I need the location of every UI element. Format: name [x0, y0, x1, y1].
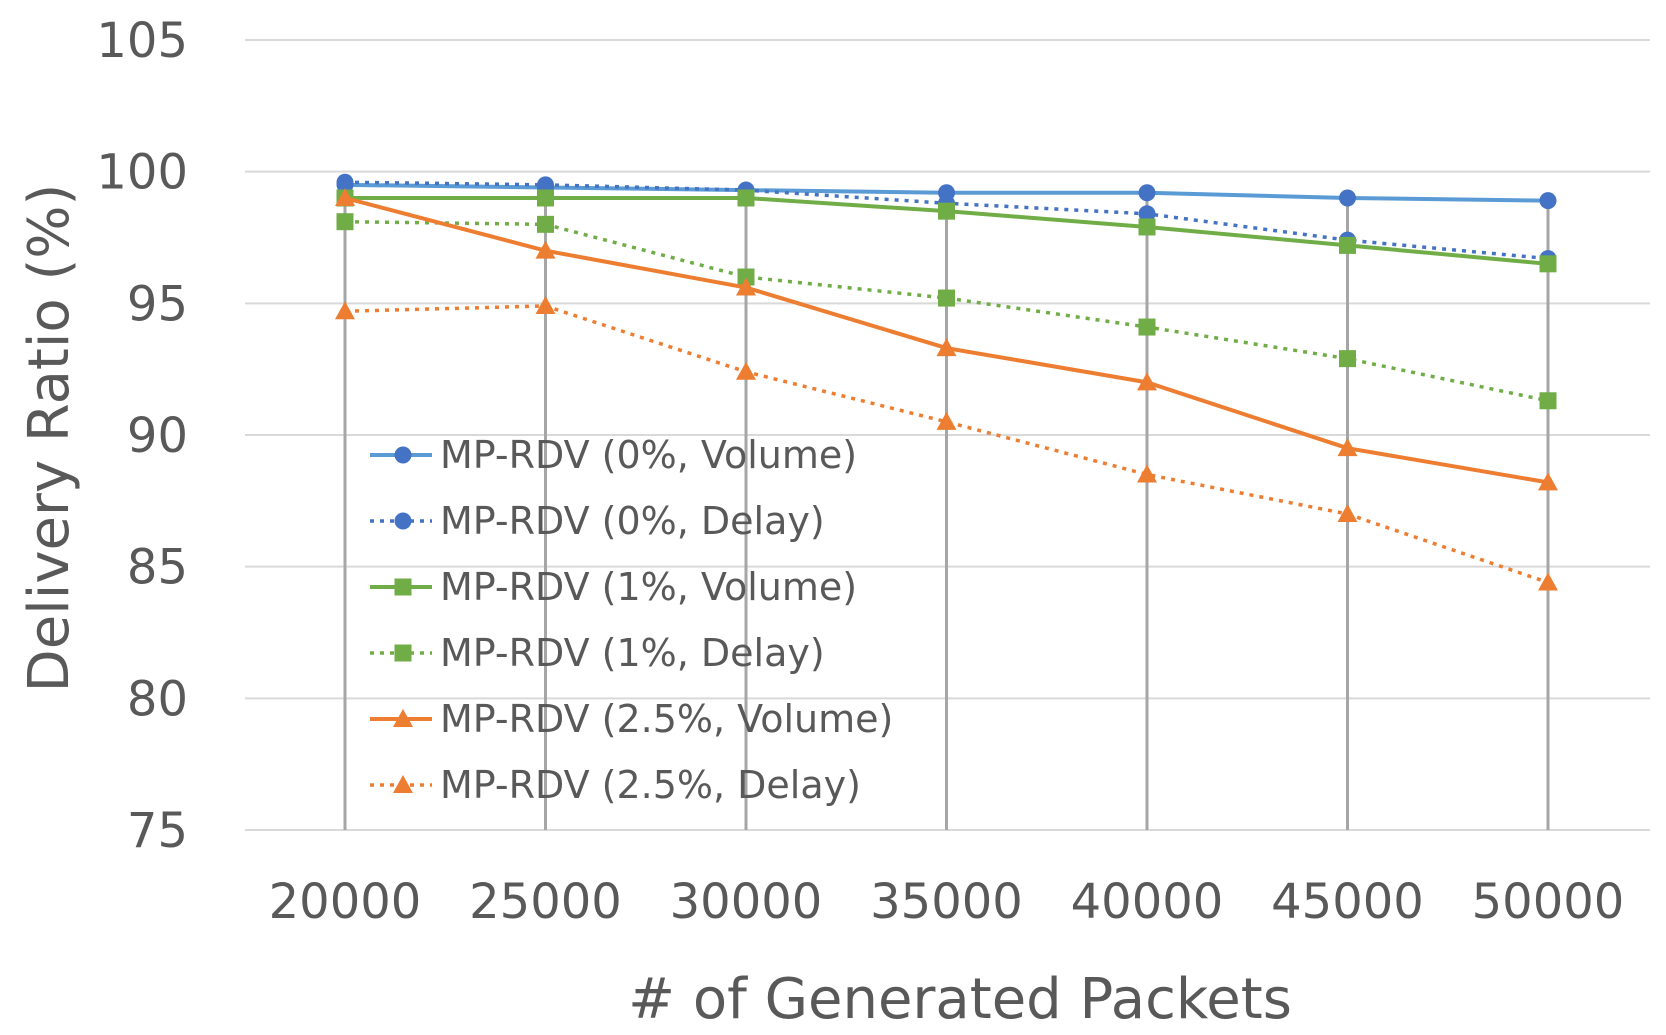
data-point	[336, 213, 354, 231]
data-point	[736, 277, 756, 296]
series-layer	[335, 173, 1558, 591]
data-point	[1138, 318, 1156, 336]
data-point	[535, 240, 556, 259]
x-tick-label: 20000	[269, 874, 422, 930]
data-point	[1539, 255, 1557, 273]
series-3	[336, 213, 1557, 410]
data-point	[537, 215, 554, 233]
data-point	[737, 268, 755, 286]
data-point	[535, 295, 556, 314]
x-tick-label: 35000	[870, 874, 1023, 930]
data-point	[736, 361, 756, 380]
data-point	[1137, 372, 1157, 391]
y-tick-label: 75	[127, 803, 188, 859]
legend-marker	[394, 446, 412, 464]
y-tick-label: 80	[127, 671, 188, 727]
data-point	[938, 289, 955, 307]
legend-marker	[393, 775, 413, 793]
data-point	[1339, 189, 1356, 207]
legend-marker	[394, 644, 412, 662]
legend-marker	[393, 709, 413, 727]
y-tick-label: 85	[127, 540, 188, 596]
data-point	[1337, 438, 1358, 457]
data-point	[336, 173, 354, 191]
legend-label: MP-RDV (0%, Volume)	[440, 433, 857, 477]
y-tick-label: 100	[96, 145, 188, 201]
data-point	[1138, 205, 1156, 223]
series-4	[335, 188, 1558, 491]
x-tick-label: 45000	[1271, 874, 1424, 930]
legend-entry: MP-RDV (0%, Volume)	[370, 433, 857, 477]
data-point	[335, 188, 355, 206]
data-point	[1339, 350, 1356, 368]
data-point	[938, 202, 955, 220]
data-point	[737, 189, 755, 207]
data-point	[335, 301, 355, 320]
data-point	[1337, 504, 1358, 522]
legend-entry: MP-RDV (1%, Delay)	[370, 631, 825, 675]
legend: MP-RDV (0%, Volume) MP-RDV (0%, Delay) MP-…	[370, 433, 893, 807]
x-axis-title: # of Generated Packets	[628, 967, 1292, 1032]
legend-label: MP-RDV (2.5%, Volume)	[440, 697, 893, 741]
data-point	[936, 338, 957, 357]
data-point	[537, 176, 554, 194]
data-point	[1539, 392, 1557, 410]
y-axis-title: Delivery Ratio (%)	[17, 184, 82, 693]
data-point	[1138, 218, 1156, 236]
data-point	[1137, 464, 1157, 483]
x-tick-label: 30000	[670, 874, 823, 930]
y-tick-label: 105	[96, 13, 188, 69]
legend-marker	[394, 578, 412, 596]
x-tick-label: 25000	[469, 874, 622, 930]
data-point	[1138, 184, 1156, 202]
legend-label: MP-RDV (2.5%, Delay)	[440, 763, 861, 807]
legend-label: MP-RDV (1%, Volume)	[440, 565, 857, 609]
data-point	[537, 189, 554, 207]
legend-entry: MP-RDV (2.5%, Volume)	[370, 697, 893, 741]
data-point	[1538, 472, 1558, 491]
data-point	[1339, 236, 1356, 254]
legend-entry: MP-RDV (0%, Delay)	[370, 499, 825, 543]
x-axis-tick-labels: 20000 25000 30000 35000 40000 45000 50000	[269, 874, 1625, 930]
x-tick-label: 40000	[1071, 874, 1224, 930]
legend-label: MP-RDV (1%, Delay)	[440, 631, 825, 675]
y-axis-tick-labels: 75 80 85 90 95 100 105	[96, 13, 188, 859]
legend-entry: MP-RDV (1%, Volume)	[370, 565, 857, 609]
data-point	[1539, 192, 1557, 210]
legend-entry: MP-RDV (2.5%, Delay)	[370, 763, 861, 807]
legend-marker	[394, 512, 412, 530]
y-tick-label: 95	[127, 276, 188, 332]
x-tick-label: 50000	[1472, 874, 1625, 930]
y-tick-label: 90	[127, 408, 188, 464]
series-5	[335, 295, 1558, 591]
data-point	[936, 411, 957, 430]
data-point	[1538, 572, 1558, 591]
legend-label: MP-RDV (0%, Delay)	[440, 499, 825, 543]
